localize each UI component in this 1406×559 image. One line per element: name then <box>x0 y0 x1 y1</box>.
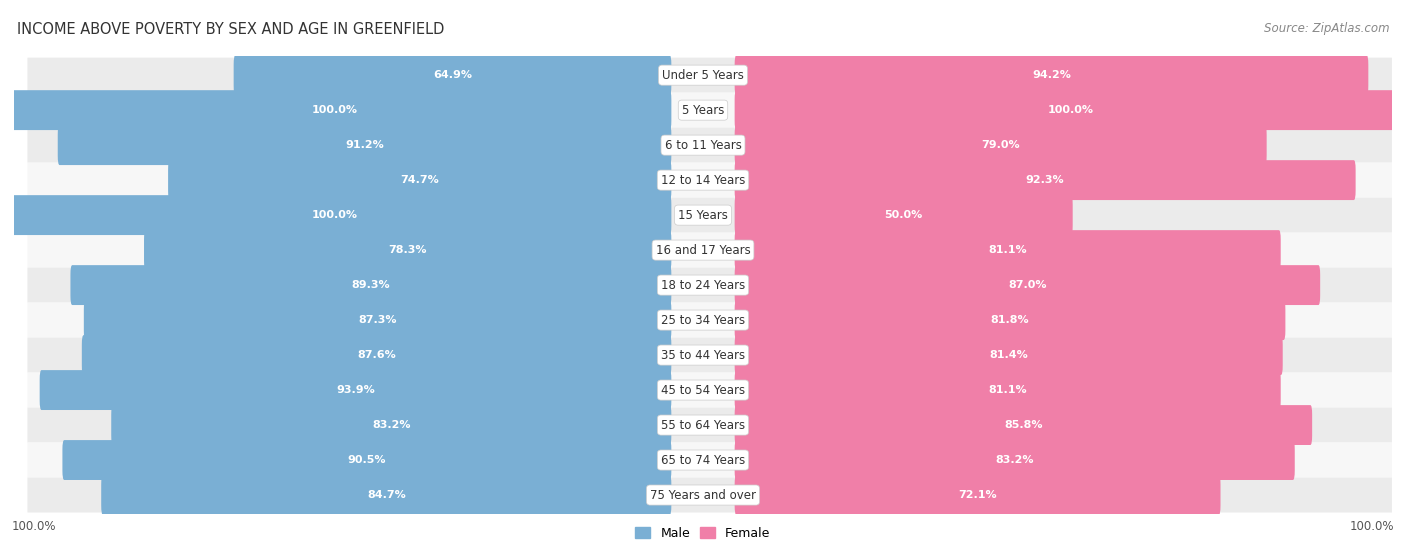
Text: 79.0%: 79.0% <box>981 140 1019 150</box>
Text: 83.2%: 83.2% <box>995 455 1033 465</box>
FancyBboxPatch shape <box>0 90 671 130</box>
Text: 16 and 17 Years: 16 and 17 Years <box>655 244 751 257</box>
FancyBboxPatch shape <box>28 338 1392 372</box>
Text: 75 Years and over: 75 Years and over <box>650 489 756 501</box>
FancyBboxPatch shape <box>28 127 1392 163</box>
Text: 35 to 44 Years: 35 to 44 Years <box>661 349 745 362</box>
Text: Source: ZipAtlas.com: Source: ZipAtlas.com <box>1264 22 1389 35</box>
Text: 100.0%: 100.0% <box>1047 105 1094 115</box>
Text: 5 Years: 5 Years <box>682 103 724 117</box>
Text: INCOME ABOVE POVERTY BY SEX AND AGE IN GREENFIELD: INCOME ABOVE POVERTY BY SEX AND AGE IN G… <box>17 22 444 37</box>
FancyBboxPatch shape <box>28 408 1392 443</box>
Text: 25 to 34 Years: 25 to 34 Years <box>661 314 745 326</box>
FancyBboxPatch shape <box>735 265 1320 305</box>
Text: 50.0%: 50.0% <box>884 210 922 220</box>
FancyBboxPatch shape <box>0 195 671 235</box>
FancyBboxPatch shape <box>735 300 1285 340</box>
Text: 74.7%: 74.7% <box>401 175 439 185</box>
Text: 87.0%: 87.0% <box>1008 280 1046 290</box>
FancyBboxPatch shape <box>28 198 1392 233</box>
FancyBboxPatch shape <box>169 160 671 200</box>
Text: 81.8%: 81.8% <box>991 315 1029 325</box>
Text: 83.2%: 83.2% <box>373 420 411 430</box>
FancyBboxPatch shape <box>28 233 1392 268</box>
FancyBboxPatch shape <box>28 93 1392 127</box>
Text: 87.3%: 87.3% <box>359 315 396 325</box>
Text: 45 to 54 Years: 45 to 54 Years <box>661 383 745 396</box>
Legend: Male, Female: Male, Female <box>630 522 776 544</box>
FancyBboxPatch shape <box>735 125 1267 165</box>
Text: 81.1%: 81.1% <box>988 385 1026 395</box>
FancyBboxPatch shape <box>58 125 671 165</box>
Text: 12 to 14 Years: 12 to 14 Years <box>661 174 745 187</box>
Text: 18 to 24 Years: 18 to 24 Years <box>661 278 745 292</box>
FancyBboxPatch shape <box>70 265 671 305</box>
Text: 85.8%: 85.8% <box>1004 420 1043 430</box>
FancyBboxPatch shape <box>735 440 1295 480</box>
FancyBboxPatch shape <box>735 160 1355 200</box>
FancyBboxPatch shape <box>735 55 1368 95</box>
FancyBboxPatch shape <box>28 372 1392 408</box>
Text: 81.1%: 81.1% <box>988 245 1026 255</box>
FancyBboxPatch shape <box>735 230 1281 270</box>
FancyBboxPatch shape <box>111 405 671 445</box>
Text: 15 Years: 15 Years <box>678 209 728 221</box>
Text: 91.2%: 91.2% <box>346 140 384 150</box>
FancyBboxPatch shape <box>735 335 1282 375</box>
FancyBboxPatch shape <box>84 300 671 340</box>
Text: 100.0%: 100.0% <box>312 105 359 115</box>
Text: 6 to 11 Years: 6 to 11 Years <box>665 139 741 151</box>
Text: 78.3%: 78.3% <box>388 245 427 255</box>
FancyBboxPatch shape <box>82 335 671 375</box>
Text: 84.7%: 84.7% <box>367 490 406 500</box>
FancyBboxPatch shape <box>28 443 1392 477</box>
Text: 89.3%: 89.3% <box>352 280 391 290</box>
FancyBboxPatch shape <box>28 58 1392 93</box>
FancyBboxPatch shape <box>28 477 1392 513</box>
FancyBboxPatch shape <box>233 55 671 95</box>
Text: 92.3%: 92.3% <box>1026 175 1064 185</box>
Text: 94.2%: 94.2% <box>1032 70 1071 80</box>
Text: 64.9%: 64.9% <box>433 70 472 80</box>
FancyBboxPatch shape <box>28 163 1392 198</box>
Text: Under 5 Years: Under 5 Years <box>662 69 744 82</box>
FancyBboxPatch shape <box>735 195 1073 235</box>
FancyBboxPatch shape <box>735 475 1220 515</box>
Text: 87.6%: 87.6% <box>357 350 396 360</box>
FancyBboxPatch shape <box>735 370 1281 410</box>
Text: 65 to 74 Years: 65 to 74 Years <box>661 453 745 467</box>
Text: 81.4%: 81.4% <box>990 350 1028 360</box>
Text: 72.1%: 72.1% <box>959 490 997 500</box>
FancyBboxPatch shape <box>62 440 671 480</box>
FancyBboxPatch shape <box>28 268 1392 302</box>
FancyBboxPatch shape <box>101 475 671 515</box>
FancyBboxPatch shape <box>735 405 1312 445</box>
FancyBboxPatch shape <box>143 230 671 270</box>
FancyBboxPatch shape <box>735 90 1406 130</box>
Text: 100.0%: 100.0% <box>312 210 359 220</box>
FancyBboxPatch shape <box>28 302 1392 338</box>
Text: 93.9%: 93.9% <box>336 385 375 395</box>
Text: 90.5%: 90.5% <box>347 455 387 465</box>
Text: 55 to 64 Years: 55 to 64 Years <box>661 419 745 432</box>
FancyBboxPatch shape <box>39 370 671 410</box>
